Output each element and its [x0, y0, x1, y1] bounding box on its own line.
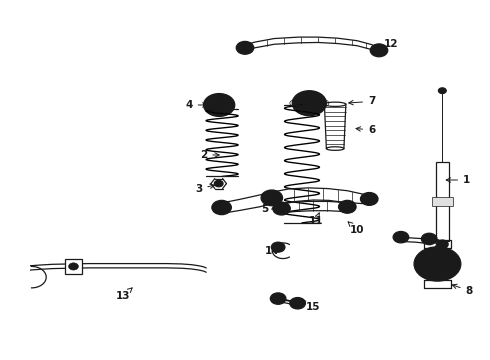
Circle shape: [420, 251, 455, 276]
Circle shape: [292, 91, 326, 116]
Circle shape: [270, 293, 286, 304]
Circle shape: [265, 193, 279, 203]
Circle shape: [428, 271, 433, 274]
Circle shape: [203, 94, 235, 116]
Circle shape: [425, 236, 433, 242]
Circle shape: [370, 44, 388, 57]
Text: 3: 3: [195, 184, 215, 194]
Circle shape: [339, 201, 356, 213]
Circle shape: [343, 203, 352, 210]
Text: 7: 7: [349, 96, 375, 107]
Circle shape: [421, 233, 437, 245]
Circle shape: [294, 300, 301, 306]
Circle shape: [241, 45, 249, 51]
Circle shape: [214, 180, 223, 187]
Circle shape: [210, 99, 228, 111]
Text: 4: 4: [185, 100, 207, 110]
Circle shape: [261, 190, 283, 206]
Circle shape: [365, 195, 374, 203]
Circle shape: [274, 296, 282, 301]
Text: 12: 12: [375, 39, 398, 49]
Polygon shape: [245, 37, 379, 53]
Circle shape: [397, 234, 405, 240]
Circle shape: [271, 242, 285, 252]
Circle shape: [304, 100, 314, 107]
Text: 15: 15: [300, 301, 320, 312]
Circle shape: [449, 262, 454, 266]
Text: 10: 10: [348, 222, 364, 235]
FancyBboxPatch shape: [432, 197, 453, 206]
Circle shape: [374, 47, 384, 54]
Circle shape: [442, 271, 447, 274]
Text: 2: 2: [200, 150, 219, 160]
Circle shape: [236, 41, 254, 54]
Circle shape: [442, 253, 447, 257]
Circle shape: [439, 88, 446, 94]
Circle shape: [216, 203, 227, 212]
Text: 1: 1: [446, 175, 470, 185]
Circle shape: [414, 247, 461, 281]
Text: 5: 5: [261, 203, 275, 213]
Text: 11: 11: [308, 213, 323, 226]
Text: 14: 14: [265, 247, 279, 256]
Circle shape: [69, 263, 78, 270]
Circle shape: [361, 193, 378, 205]
Text: 9: 9: [427, 239, 441, 249]
Circle shape: [212, 201, 231, 215]
Circle shape: [275, 245, 282, 249]
Circle shape: [277, 205, 287, 212]
Text: 13: 13: [116, 288, 132, 301]
Text: 8: 8: [452, 284, 473, 296]
Circle shape: [273, 202, 290, 215]
Text: 6: 6: [356, 125, 375, 135]
Circle shape: [421, 262, 426, 266]
Circle shape: [214, 102, 224, 109]
FancyBboxPatch shape: [436, 162, 449, 241]
Circle shape: [437, 240, 448, 249]
Polygon shape: [30, 264, 206, 272]
FancyBboxPatch shape: [65, 258, 82, 274]
Circle shape: [428, 253, 433, 257]
Circle shape: [393, 231, 409, 243]
Circle shape: [290, 297, 305, 309]
Circle shape: [430, 258, 445, 270]
